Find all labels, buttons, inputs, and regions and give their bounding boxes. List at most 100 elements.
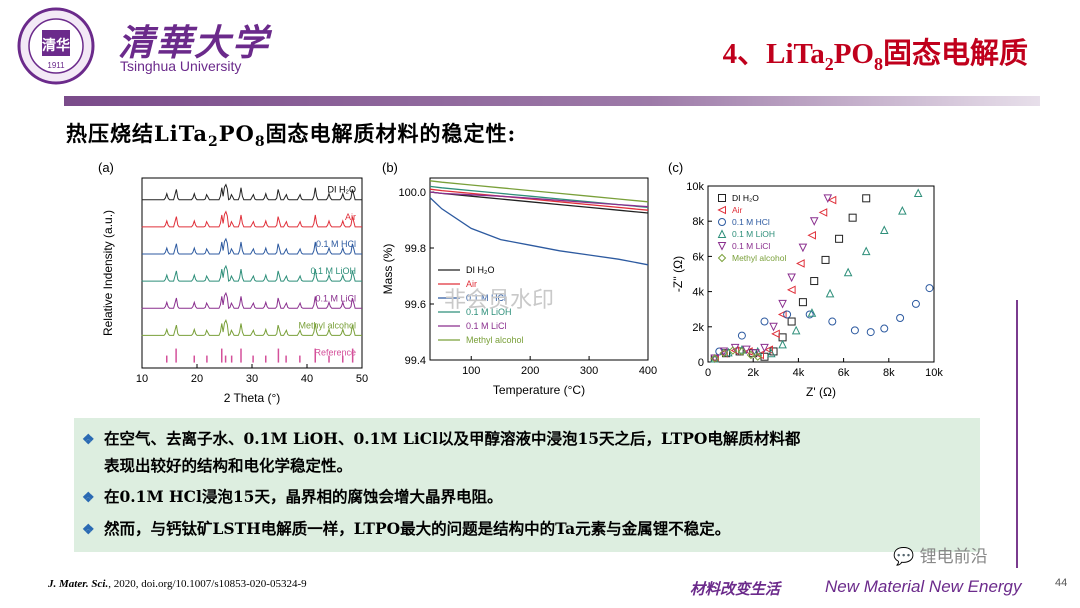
title-divider-bar <box>64 96 1040 106</box>
eis-data-point <box>760 317 769 326</box>
y-tick-label-b: 99.8 <box>405 243 426 255</box>
plot-frame-c <box>707 185 935 363</box>
legend-label-b: 0.1 M HCl <box>466 293 506 303</box>
eis-data-point <box>911 299 920 308</box>
x-tick-label-a: 20 <box>191 373 203 385</box>
plot-frame-b <box>429 177 649 361</box>
eis-data-point <box>861 246 871 256</box>
eis-data-point <box>809 217 819 226</box>
eis-data-point <box>710 354 719 363</box>
eis-data-point <box>796 259 805 268</box>
xrd-series-label: 0.1 M LiCl <box>315 293 356 303</box>
eis-data-point <box>862 194 871 203</box>
tga-series-line <box>429 191 649 208</box>
y-tick-label-c: 8k <box>692 216 704 228</box>
slogan-en: New Material New Energy <box>825 577 1022 596</box>
eis-data-point <box>753 346 763 356</box>
eis-data-point <box>810 277 819 286</box>
wechat-source-label: 💬 锂电前沿 <box>893 547 988 567</box>
eis-data-point <box>766 348 776 358</box>
svg-text:清华: 清华 <box>42 37 70 53</box>
citation: J. Mater. Sci., 2020, doi.org/10.1007/s1… <box>48 578 307 590</box>
panel-label-a: (a) <box>98 160 114 175</box>
x-axis-label-c: Z' (Ω) <box>806 385 836 399</box>
legend-marker-c <box>717 205 726 215</box>
page-number: 44 <box>1055 577 1068 589</box>
eis-data-point <box>848 213 857 222</box>
eis-data-point <box>880 324 889 333</box>
eis-data-point <box>737 347 747 356</box>
y-tick-label-b: 99.6 <box>405 299 426 311</box>
eis-data-point <box>760 343 769 353</box>
xrd-curve <box>141 183 362 201</box>
figure-panels: (a) 10 20 30 40 50 2 Theta (°) Relative Indensi… <box>98 160 943 405</box>
diamond-bullet-icon: ❖ <box>82 522 95 538</box>
eis-data-point <box>771 329 780 339</box>
bullet-item-hcl: ❖ 在0.1M HCl浸泡15天，晶界相的腐蚀会增大晶界电阻。 <box>82 484 502 511</box>
x-tick-label-a: 10 <box>136 373 148 385</box>
legend-label-c: 0.1 M HCl <box>732 217 770 227</box>
x-tick-label-c: 10k <box>925 367 943 379</box>
eis-data-point <box>913 188 923 198</box>
tga-series-line <box>429 197 649 266</box>
xrd-curve <box>142 237 362 255</box>
watermark-text: 非会员水印 <box>444 288 555 313</box>
eis-data-point <box>805 310 814 319</box>
eis-data-point <box>719 348 729 358</box>
eis-data-point <box>828 317 837 326</box>
eis-data-point <box>818 208 828 217</box>
university-name-cn: 清華大学 <box>118 22 271 64</box>
section-subtitle: 热压烧结LiTa2PO8固态电解质材料的稳定性: <box>66 121 517 151</box>
x-tick-label-b: 400 <box>639 365 657 377</box>
eis-data-point <box>737 331 746 340</box>
x-tick-label-b: 200 <box>521 365 539 377</box>
xrd-series-label: Methyl alcohol <box>298 320 356 330</box>
eis-data-point <box>783 310 792 319</box>
eis-data-point <box>753 352 762 361</box>
legend-label-b: 0.1 M LiCl <box>466 321 507 331</box>
xrd-series-label: 0.1 M HCl <box>316 239 356 249</box>
y-tick-label-c: 4k <box>692 287 704 299</box>
eis-data-point <box>778 339 787 349</box>
eis-data-point <box>821 255 830 264</box>
x-tick-label-c: 8k <box>883 367 895 379</box>
eis-data-point <box>807 230 816 240</box>
y-axis-label-b: Mass (%) <box>381 244 395 295</box>
eis-data-point <box>850 326 859 335</box>
x-tick-label-a: 30 <box>246 373 258 385</box>
eis-data-point <box>798 298 807 307</box>
xrd-series-label: Reference <box>314 348 356 358</box>
eis-data-point <box>746 350 756 360</box>
y-tick-label-b: 100.0 <box>398 187 426 199</box>
x-tick-label-a: 40 <box>301 373 313 385</box>
tsinghua-logo: 清华 1911 <box>17 7 95 85</box>
xrd-curve <box>141 210 362 228</box>
eis-data-point <box>760 352 769 361</box>
xrd-series-label: 0.1 M LiOH <box>310 266 356 276</box>
eis-data-point <box>764 345 774 354</box>
legend-label-b: Methyl alcohol <box>466 335 524 345</box>
legend-marker-c <box>717 253 727 263</box>
eis-data-point <box>827 195 837 205</box>
xrd-curve <box>141 319 362 337</box>
eis-data-point <box>825 288 835 298</box>
diamond-bullet-icon: ❖ <box>82 490 95 506</box>
y-tick-label-c: 0 <box>698 357 704 369</box>
x-tick-label-c: 4k <box>793 367 805 379</box>
legend-label-b: Air <box>466 279 477 289</box>
y-tick-label-b: 99.4 <box>405 355 426 367</box>
legend-marker-c <box>718 218 726 226</box>
y-tick-label-c: 10k <box>686 181 704 193</box>
bullet-item-stability: ❖ 在空气、去离子水、0.1M LiOH、0.1M LiCl以及甲醇溶液中浸泡15… <box>82 429 801 475</box>
slogan-cn: 材料改变生活 <box>690 580 781 598</box>
legend-label-c: 0.1 M LiCl <box>732 241 770 251</box>
x-tick-label-a: 50 <box>356 373 368 385</box>
panel-label-c: (c) <box>668 160 683 175</box>
eis-data-point <box>823 194 833 203</box>
decorative-vertical-line <box>1016 300 1018 568</box>
legend-label-c: 0.1 M LiOH <box>732 229 775 239</box>
eis-data-point <box>778 299 787 309</box>
eis-data-point <box>843 267 853 277</box>
legend-marker-c <box>718 194 726 202</box>
eis-data-point <box>866 328 875 337</box>
